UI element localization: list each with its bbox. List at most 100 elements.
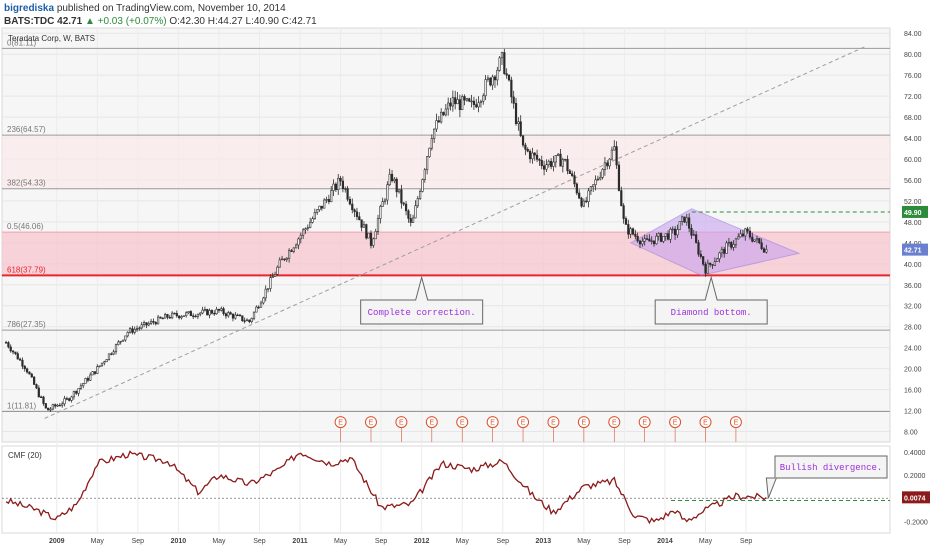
- candle-body: [695, 234, 698, 243]
- candle-body: [383, 199, 387, 202]
- candle-body: [381, 201, 384, 207]
- candle-body: [638, 240, 642, 245]
- candle-body: [231, 313, 235, 319]
- candle-body: [610, 149, 614, 160]
- chart-title: Teradata Corp, W, BATS: [8, 34, 95, 43]
- candle-body: [18, 358, 22, 361]
- earnings-marker: [364, 416, 377, 429]
- diamond-bottom-note-box: [654, 275, 768, 325]
- candle-body: [236, 314, 239, 317]
- candle-body: [203, 309, 206, 311]
- candle-body: [442, 111, 445, 116]
- candle-body: [234, 314, 237, 319]
- candle-body: [578, 192, 581, 199]
- earnings-marker: [395, 416, 408, 429]
- candle-body: [194, 315, 197, 318]
- fib-label: 786(27.35): [7, 320, 46, 329]
- candle-body: [414, 205, 417, 219]
- candle-body: [456, 99, 459, 105]
- candle-body: [135, 328, 139, 330]
- candle-body: [159, 316, 162, 319]
- candle-body: [587, 190, 590, 202]
- candle-body: [351, 203, 354, 211]
- published-text: published on TradingView.com, November 1…: [56, 3, 286, 14]
- y-tick-label: 28.00: [904, 325, 922, 332]
- price-badge: 42.71: [904, 248, 922, 255]
- candle-body: [589, 186, 592, 192]
- earnings-label: E: [582, 420, 587, 427]
- candle-body: [346, 188, 349, 200]
- earnings-marker: [334, 416, 347, 429]
- earnings-label: E: [429, 420, 434, 427]
- author-link[interactable]: bigrediska: [4, 3, 55, 14]
- candle-body: [35, 384, 38, 389]
- candle-body: [126, 332, 129, 337]
- candle-body: [435, 120, 438, 130]
- candle-body: [755, 238, 759, 241]
- candle-body: [330, 190, 333, 203]
- candle-body: [758, 238, 761, 244]
- x-tick-label: 2013: [536, 538, 552, 545]
- candle-body: [461, 96, 464, 110]
- candle-body: [210, 310, 214, 314]
- candle-body: [16, 353, 19, 360]
- y-tick-label: 68.00: [904, 115, 922, 122]
- candle-body: [175, 313, 178, 317]
- earnings-marker: [486, 416, 499, 429]
- candle-body: [678, 221, 681, 230]
- x-tick-label: 2012: [414, 538, 430, 545]
- candle-body: [676, 229, 679, 236]
- candle-body: [601, 169, 604, 178]
- candle-body: [367, 232, 370, 239]
- candle-body: [292, 247, 295, 252]
- candle-body: [594, 179, 597, 186]
- candle-body: [440, 111, 443, 123]
- candle-body: [196, 313, 199, 317]
- x-tick-label: May: [91, 538, 105, 545]
- candle-body: [732, 244, 735, 248]
- candle-body: [26, 368, 29, 373]
- candle-body: [208, 310, 211, 316]
- y-tick-label: 80.00: [904, 52, 922, 59]
- price-badge-bg: [902, 205, 928, 218]
- earnings-label: E: [399, 420, 404, 427]
- candle-body: [519, 121, 522, 137]
- candle-body: [730, 241, 733, 248]
- candle-body: [535, 154, 539, 160]
- candle-body: [7, 342, 10, 348]
- cmf-tick-label: -0.2000: [904, 519, 928, 526]
- candle-body: [105, 359, 108, 363]
- y-tick-label: 8.00: [904, 430, 918, 437]
- candle-body: [72, 391, 75, 398]
- candle-body: [192, 315, 195, 317]
- candle-body: [257, 306, 260, 309]
- candle-body: [664, 233, 667, 237]
- fib-label: 382(54.33): [7, 179, 46, 188]
- earnings-label: E: [521, 420, 526, 427]
- candle-body: [603, 162, 607, 170]
- candle-body: [650, 240, 653, 242]
- candle-body: [746, 228, 749, 232]
- x-tick-label: Sep: [253, 538, 266, 545]
- candle-body: [365, 224, 368, 239]
- x-tick-label: May: [212, 538, 226, 545]
- candle-body: [568, 170, 571, 174]
- candle-body: [206, 309, 209, 316]
- candle-body: [727, 241, 730, 244]
- candle-body: [299, 234, 302, 240]
- candle-body: [505, 73, 508, 76]
- candle-body: [243, 320, 246, 322]
- candle-body: [421, 179, 424, 192]
- earnings-label: E: [338, 420, 343, 427]
- candle-body: [475, 104, 478, 108]
- candle-body: [528, 150, 532, 160]
- fib-label: 0(81.11): [7, 38, 37, 47]
- candle-body: [131, 328, 134, 333]
- candle-body: [454, 97, 457, 105]
- candle-body: [245, 319, 249, 322]
- candle-body: [739, 233, 742, 238]
- candle-body: [416, 198, 419, 207]
- candle-body: [238, 314, 242, 317]
- candle-body: [93, 371, 97, 374]
